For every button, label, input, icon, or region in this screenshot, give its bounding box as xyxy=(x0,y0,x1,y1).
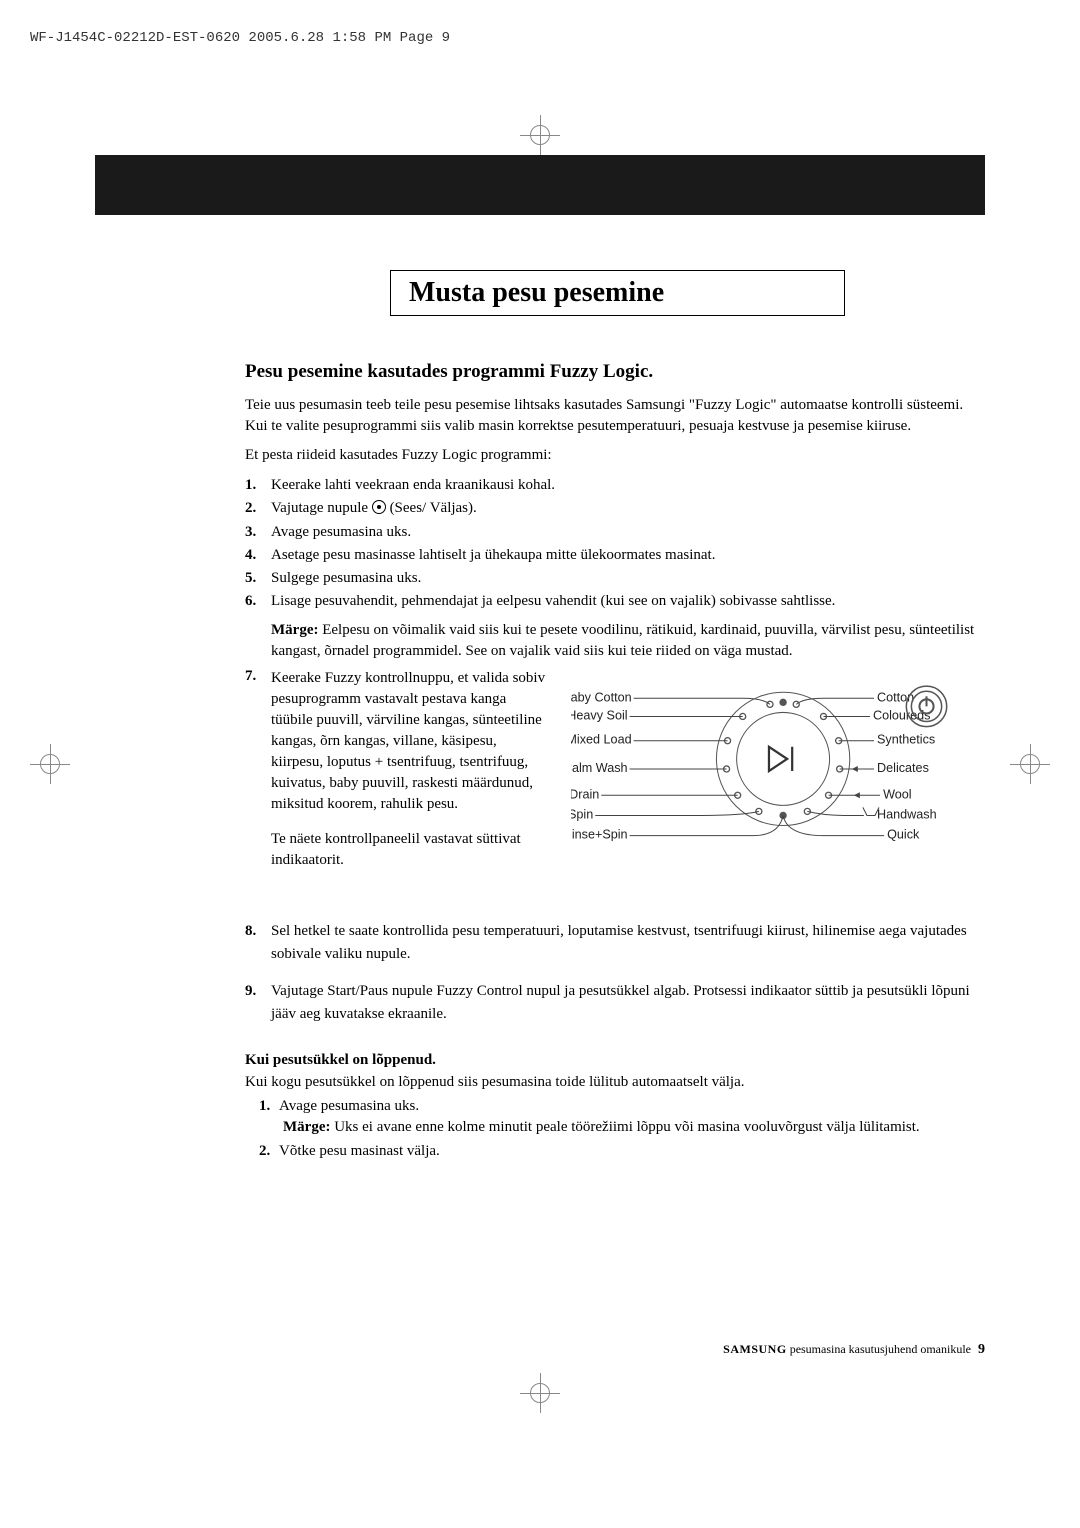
step-1: 1.Keerake lahti veekraan enda kraanikaus… xyxy=(245,474,975,497)
step-7-p1: Keerake Fuzzy kontrollnuppu, et valida s… xyxy=(271,668,551,815)
dial-label-spin: Spin xyxy=(571,807,593,821)
dial-label-baby-cotton: Baby Cotton xyxy=(571,690,632,704)
step-9: 9.Vajutage Start/Paus nupule Fuzzy Contr… xyxy=(245,980,975,1027)
step-8: 8.Sel hetkel te saate kontrollida pesu t… xyxy=(245,920,975,967)
dial-label-rinse-spin: Rinse+Spin xyxy=(571,827,628,841)
sub-note: Märge: Uks ei avane enne kolme minutit p… xyxy=(283,1117,975,1138)
page-title: Musta pesu pesemine xyxy=(409,277,664,308)
dial-label-quick: Quick xyxy=(887,827,920,841)
steps-list: 1.Keerake lahti veekraan enda kraanikaus… xyxy=(245,474,975,614)
note-1-label: Märge: xyxy=(271,622,318,638)
intro-paragraph: Teie uus pesumasin teeb teile pesu pesem… xyxy=(245,395,975,437)
dial-label-delicates: Delicates xyxy=(877,761,929,775)
footer-page-number: 9 xyxy=(978,1342,985,1357)
sub-note-label: Märge: xyxy=(283,1119,330,1135)
sub-steps-list-2: 2.Võtke pesu masinast välja. xyxy=(259,1140,975,1163)
sub-intro: Kui kogu pesutsükkel on lõppenud siis pe… xyxy=(245,1072,975,1093)
header-color-bar xyxy=(95,155,985,215)
step-7-num: 7. xyxy=(245,668,271,885)
intro-paragraph-2: Et pesta riideid kasutades Fuzzy Logic p… xyxy=(245,445,975,466)
crop-mark-left xyxy=(30,744,70,784)
page-content: Musta pesu pesemine Pesu pesemine kasuta… xyxy=(95,155,985,1163)
step-7-wrap: 7. Keerake Fuzzy kontrollnuppu, et valid… xyxy=(245,668,975,885)
page-footer: SAMSUNG pesumasina kasutusjuhend omaniku… xyxy=(723,1342,985,1358)
sub-step-2: 2.Võtke pesu masinast välja. xyxy=(259,1140,975,1163)
step-7-p2: Te näete kontrollpaneelil vastavat sütti… xyxy=(271,829,551,871)
content-column: Pesu pesemine kasutades programmi Fuzzy … xyxy=(245,361,975,1163)
sub-section-title: Kui pesutsükkel on lõppenud. xyxy=(245,1052,975,1069)
crop-mark-bottom xyxy=(520,1373,560,1413)
note-1: Märge: Eelpesu on võimalik vaid siis kui… xyxy=(271,620,975,662)
dial-label-heavy-soil: Heavy Soil xyxy=(571,708,628,722)
dial-label-drain: Drain xyxy=(571,787,599,801)
dial-label-handwash: Handwash xyxy=(877,807,937,821)
note-1-text: Eelpesu on võimalik vaid siis kui te pes… xyxy=(271,622,974,659)
step-4: 4.Asetage pesu masinasse lahtiselt ja üh… xyxy=(245,544,975,567)
sub-step-1: 1.Avage pesumasina uks. xyxy=(259,1095,975,1118)
crop-mark-right xyxy=(1010,744,1050,784)
dial-svg: Baby Cotton Heavy Soil Mixed Load Calm W… xyxy=(571,668,975,850)
dial-figure: Baby Cotton Heavy Soil Mixed Load Calm W… xyxy=(571,668,975,885)
print-header: WF-J1454C-02212D-EST-0620 2005.6.28 1:58… xyxy=(30,30,450,46)
step-3: 3.Avage pesumasina uks. xyxy=(245,521,975,544)
sub-note-text: Uks ei avane enne kolme minutit peale tö… xyxy=(334,1119,919,1135)
power-icon xyxy=(372,500,386,514)
crop-mark-top xyxy=(520,115,560,155)
section-title: Pesu pesemine kasutades programmi Fuzzy … xyxy=(245,361,975,383)
footer-text: pesumasina kasutusjuhend omanikule xyxy=(790,1342,971,1356)
dial-label-synthetics: Synthetics xyxy=(877,732,935,746)
step-6: 6.Lisage pesuvahendit, pehmendajat ja ee… xyxy=(245,590,975,613)
print-header-text: WF-J1454C-02212D-EST-0620 2005.6.28 1:58… xyxy=(30,30,450,46)
footer-brand: SAMSUNG xyxy=(723,1342,787,1356)
dial-label-calm-wash: Calm Wash xyxy=(571,761,628,775)
dial-label-wool: Wool xyxy=(883,787,912,801)
page-title-box: Musta pesu pesemine xyxy=(390,270,845,316)
dial-label-mixed-load: Mixed Load xyxy=(571,732,632,746)
step-2: 2.Vajutage nupule (Sees/ Väljas). xyxy=(245,497,975,520)
steps-8-9: 8.Sel hetkel te saate kontrollida pesu t… xyxy=(245,920,975,1027)
step-7-text: Keerake Fuzzy kontrollnuppu, et valida s… xyxy=(271,668,551,885)
sub-steps-list: 1.Avage pesumasina uks. xyxy=(259,1095,975,1118)
step-5: 5.Sulgege pesumasina uks. xyxy=(245,567,975,590)
